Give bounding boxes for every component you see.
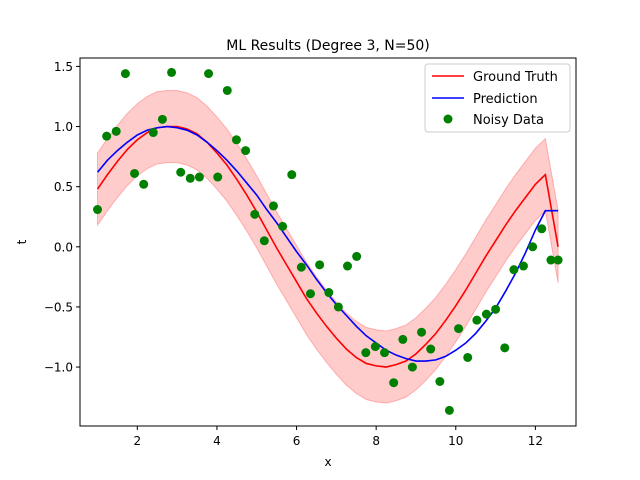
- noisy-data-point: [537, 224, 547, 234]
- noisy-data-point: [139, 179, 149, 189]
- noisy-data-point: [130, 168, 140, 178]
- noisy-data-point: [472, 315, 482, 325]
- noisy-data-point: [102, 131, 112, 141]
- noisy-data-point: [241, 146, 251, 156]
- noisy-data-point: [481, 309, 491, 319]
- noisy-data-point: [157, 114, 167, 124]
- noisy-data-point: [518, 261, 528, 271]
- x-axis-ticks: 2 4 6 8 10 12: [134, 426, 543, 448]
- noisy-data-point: [389, 378, 399, 388]
- y-tick-label: −0.5: [44, 300, 73, 314]
- noisy-data-point: [268, 201, 278, 211]
- noisy-data-point: [231, 135, 241, 145]
- noisy-data-point: [278, 221, 288, 231]
- y-tick-label: 1.5: [54, 60, 73, 74]
- noisy-data-point: [111, 126, 121, 136]
- x-tick-label: 12: [528, 434, 543, 448]
- noisy-data-point: [259, 236, 269, 246]
- x-axis-label: x: [324, 455, 331, 469]
- noisy-data-point: [417, 327, 427, 337]
- legend: Ground Truth Prediction Noisy Data: [424, 63, 571, 133]
- x-tick-label: 6: [293, 434, 301, 448]
- noisy-data-point: [176, 167, 186, 177]
- noisy-data-point: [213, 172, 223, 182]
- noisy-data-point: [148, 128, 158, 138]
- noisy-data-point: [370, 342, 380, 352]
- noisy-data-point: [315, 260, 325, 270]
- noisy-data-point: [500, 343, 510, 353]
- noisy-data-point: [333, 302, 343, 312]
- noisy-data-point: [204, 69, 214, 79]
- noisy-data-point: [120, 69, 130, 79]
- noisy-data-point: [407, 362, 417, 372]
- noisy-data-point: [185, 173, 195, 183]
- noisy-data-point: [398, 334, 408, 344]
- noisy-data-point: [454, 324, 464, 334]
- chart-title: ML Results (Degree 3, N=50): [226, 38, 430, 54]
- noisy-data-point: [509, 265, 519, 275]
- noisy-data-point: [324, 288, 334, 298]
- x-tick-label: 10: [448, 434, 463, 448]
- noisy-data-point: [93, 205, 103, 215]
- axes-frame: [79, 57, 577, 427]
- y-tick-label: −1.0: [44, 361, 73, 375]
- legend-ground-truth-label: Ground Truth: [473, 70, 558, 85]
- noisy-data-point: [305, 289, 315, 299]
- y-tick-label: 1.0: [54, 120, 73, 134]
- x-tick-label: 2: [134, 434, 142, 448]
- noisy-data-point: [352, 251, 362, 261]
- noisy-data-point: [491, 304, 501, 314]
- noisy-data-point: [426, 344, 436, 354]
- noisy-data-point: [380, 348, 390, 358]
- legend-box: [424, 63, 571, 133]
- noisy-data-point: [361, 348, 371, 358]
- noisy-data-point: [444, 405, 454, 415]
- noisy-data-point: [194, 172, 204, 182]
- legend-noisy-data-swatch: [443, 114, 453, 124]
- y-axis-label: t: [15, 239, 29, 244]
- x-tick-label: 4: [213, 434, 221, 448]
- y-tick-label: 0.5: [54, 180, 73, 194]
- x-tick-label: 8: [372, 434, 380, 448]
- legend-prediction-label: Prediction: [473, 92, 538, 107]
- scatter-layer: [93, 67, 563, 415]
- noisy-data-point: [553, 255, 563, 265]
- noisy-data-point: [296, 262, 306, 272]
- legend-noisy-data-label: Noisy Data: [473, 113, 544, 128]
- noisy-data-point: [463, 352, 473, 362]
- noisy-data-point: [435, 377, 445, 386]
- noisy-data-point: [343, 261, 353, 271]
- noisy-data-point: [528, 242, 538, 252]
- noisy-data-point: [546, 255, 556, 265]
- y-tick-label: 0.0: [54, 240, 73, 254]
- noisy-data-point: [287, 170, 297, 180]
- plot-area: [93, 67, 563, 415]
- noisy-data-point: [222, 85, 232, 95]
- noisy-data-point: [167, 67, 177, 77]
- y-axis-ticks: −1.0 −0.5 0.0 0.5 1.0 1.5: [44, 60, 80, 375]
- noisy-data-point: [250, 209, 260, 219]
